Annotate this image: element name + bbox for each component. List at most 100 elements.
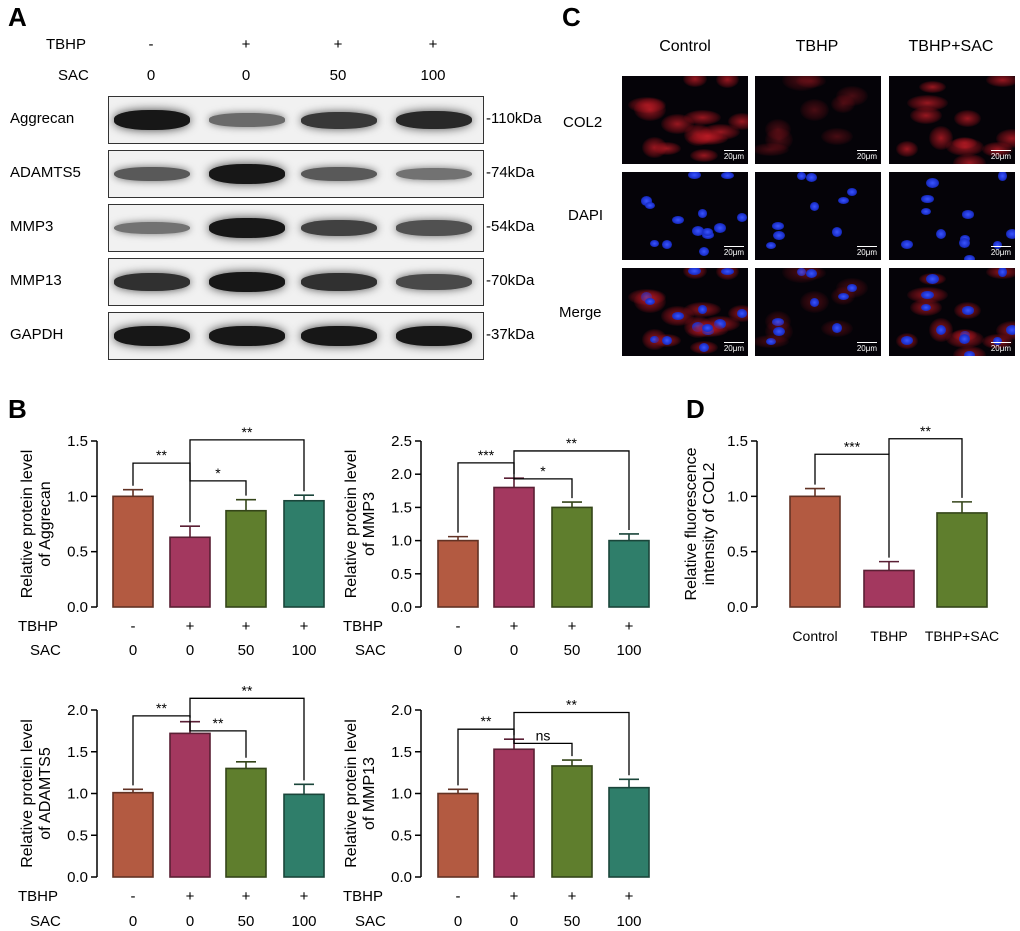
if-nucleus [847,187,857,197]
x-row-value: - [131,888,136,905]
wb-blot-strip [108,96,484,144]
if-col2-signal [755,142,790,156]
if-scale-bar: 20μm [990,246,1011,257]
wb-tbhp-label: TBHP [46,36,87,53]
if-nucleus [997,268,1008,277]
x-row-value: 0 [454,642,462,659]
wb-sac-value: 0 [146,67,156,84]
x-row-value: - [456,888,461,905]
if-micrograph: 20μm [755,172,881,260]
wb-protein-label: ADAMTS5 [10,164,81,181]
panel-letter-a: A [8,2,27,32]
bar [437,792,479,878]
y-axis-label: intensity of COL2 [701,463,718,586]
wb-band [114,221,190,235]
x-row-label: TBHP [18,888,58,905]
y-axis-label: of ADAMTS5 [37,747,54,840]
if-micrograph: 20μm [889,172,1015,260]
wb-blot-strip [108,204,484,252]
bar [789,495,841,608]
x-row-value: 0 [129,913,137,930]
if-col2-signal [831,94,855,114]
x-row-value: 0 [186,913,194,930]
wb-sac-value: 50 [329,67,347,84]
if-row-label: Merge [559,304,602,321]
x-row-value: + [568,618,577,635]
if-scale-bar: 20μm [990,342,1011,353]
bar [169,536,211,608]
significance-bracket [189,439,305,492]
panel-letter-b: B [8,394,27,424]
if-col2-signal [909,107,942,125]
y-tick-label: 0.5 [727,544,748,561]
y-tick-label: 1.5 [391,744,412,761]
x-row-value: + [242,618,251,635]
y-tick-label: 2.0 [391,702,412,719]
wb-tbhp-value: - [148,36,154,53]
if-col2-signal [835,85,869,106]
y-tick-label: 1.0 [67,488,88,505]
if-nucleus [772,317,785,326]
bar [225,767,267,878]
if-col2-signal [796,76,827,89]
bar [608,786,650,878]
bar [551,765,593,878]
if-nucleus [926,178,939,189]
x-row-value: + [510,888,519,905]
if-nucleus [847,283,857,293]
if-nucleus [671,215,684,224]
wb-band [396,167,472,181]
x-row-value: 0 [510,913,518,930]
y-tick-label: 0.0 [67,869,88,886]
bar [551,506,593,608]
y-tick-label: 0.5 [391,566,412,583]
if-nucleus [900,240,914,250]
y-tick-label: 1.5 [391,499,412,516]
wb-band [301,111,377,129]
if-scale-bar: 20μm [723,150,744,161]
significance-bracket [513,711,630,776]
bar [936,512,988,608]
if-col2-signal [652,142,682,156]
if-nucleus [773,230,785,241]
if-col2-signal [820,127,853,146]
significance-bracket [189,697,305,781]
significance-bracket [513,729,573,757]
y-tick-label: 2.0 [391,466,412,483]
wb-band [209,113,285,127]
x-row-value: - [456,618,461,635]
if-micrograph: 20μm [622,172,748,260]
y-tick-label: 1.5 [67,744,88,761]
x-row-label: TBHP [343,888,383,905]
if-scale-bar: 20μm [856,246,877,257]
x-row-value: 50 [238,913,255,930]
if-nucleus [698,246,709,257]
if-scale-bar: 20μm [856,150,877,161]
wb-sac-value: 100 [420,67,446,84]
if-nucleus [921,290,934,300]
y-tick-label: 1.0 [67,786,88,803]
if-nucleus [644,297,656,306]
y-tick-label: 0.0 [391,869,412,886]
if-nucleus [837,196,849,204]
bar [225,509,267,608]
if-micrograph: 20μm [622,76,748,164]
if-col2-signal [765,119,792,141]
x-row-value: 0 [454,913,462,930]
wb-band [301,273,377,291]
wb-sac-label: SAC [58,67,89,84]
if-nucleus [773,326,785,337]
wb-blot-strip [108,150,484,198]
significance-label: ** [920,423,931,439]
significance-label: * [540,463,546,479]
if-nucleus [772,221,785,230]
x-row-value: - [131,618,136,635]
if-col2-signal [895,141,919,157]
if-row-label: COL2 [563,114,603,131]
wb-band [114,110,190,130]
bar [283,793,325,878]
if-nucleus [992,336,1003,346]
if-micrograph: 20μm [889,268,1015,356]
bar [437,539,479,608]
wb-tbhp-value: + [333,36,343,53]
